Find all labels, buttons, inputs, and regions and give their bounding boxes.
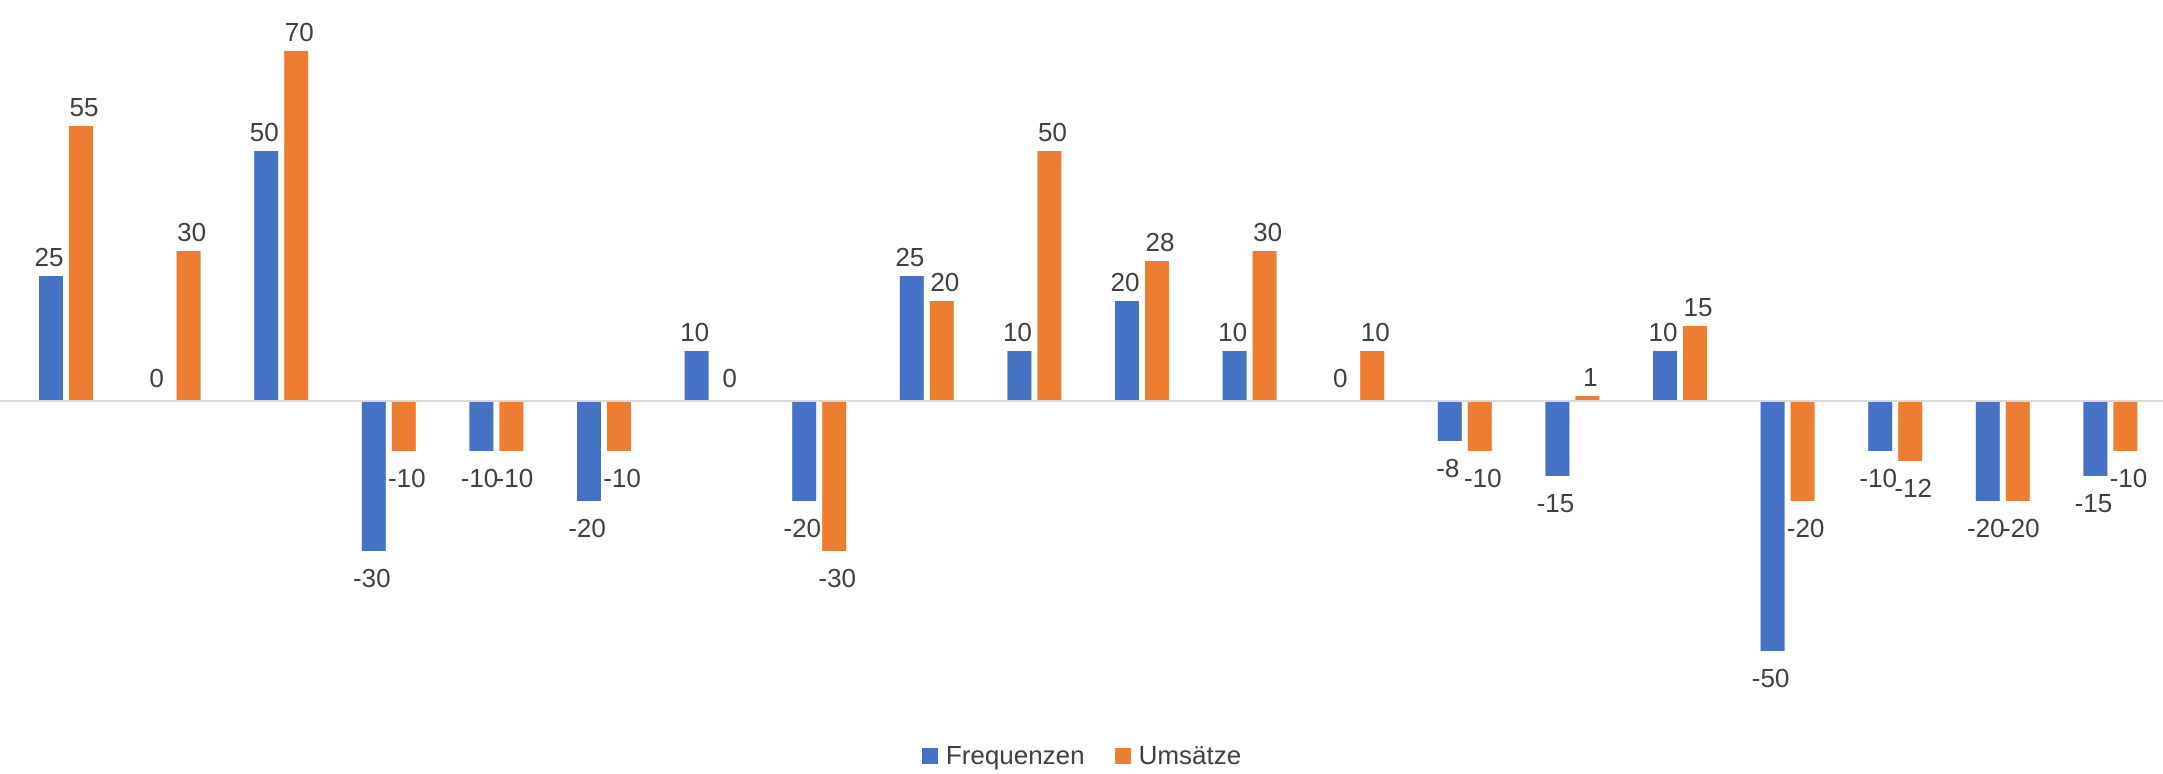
bar-frequenzen-7 [792,401,817,501]
bar-umsaetze-2 [284,51,309,401]
bar-frequenzen-6 [684,351,709,401]
bar-umsaetze-7 [822,401,847,551]
data-label-umsaetze-2: 70 [285,17,314,47]
bar-umsaetze-13 [1467,401,1492,451]
data-label-umsaetze-14: 1 [1583,362,1597,392]
data-label-umsaetze-15: 15 [1684,292,1713,322]
bar-umsaetze-16 [1790,401,1815,501]
data-label-frequenzen-19: -15 [2075,488,2113,518]
data-label-frequenzen-6: 10 [680,317,709,347]
bar-umsaetze-8 [929,301,954,401]
bar-umsaetze-10 [1145,261,1169,401]
data-label-frequenzen-1: 0 [149,363,163,393]
data-label-frequenzen-10: 20 [1111,267,1140,297]
bar-umsaetze-4 [499,401,524,451]
bar-umsaetze-15 [1683,326,1707,401]
data-label-frequenzen-9: 10 [1003,317,1032,347]
data-label-frequenzen-16: -50 [1752,663,1790,693]
data-label-umsaetze-19: -10 [2110,463,2148,493]
data-label-frequenzen-13: -8 [1436,453,1459,483]
legend-item-umsaetze[interactable]: Umsätze [1114,740,1242,771]
data-label-umsaetze-11: 30 [1253,217,1282,247]
data-label-umsaetze-17: -12 [1894,473,1932,503]
bar-frequenzen-13 [1437,401,1462,441]
bar-umsaetze-9 [1037,151,1062,401]
bar-frequenzen-4 [469,401,494,451]
bars-group [39,51,2138,651]
bar-frequenzen-0 [39,276,63,401]
data-label-frequenzen-8: 25 [895,242,924,272]
data-label-frequenzen-7: -20 [783,513,821,543]
data-label-umsaetze-5: -10 [603,463,641,493]
data-label-umsaetze-3: -10 [388,463,426,493]
legend-swatch-umsaetze [1114,747,1131,764]
data-label-frequenzen-14: -15 [1537,488,1575,518]
bar-frequenzen-11 [1222,351,1247,401]
bar-umsaetze-3 [391,401,416,451]
bar-umsaetze-12 [1360,351,1385,401]
data-label-frequenzen-0: 25 [35,242,64,272]
legend-label-frequenzen: Frequenzen [945,740,1085,770]
bar-frequenzen-10 [1115,301,1139,401]
bar-frequenzen-5 [577,401,601,501]
bar-frequenzen-18 [1975,401,2000,501]
bar-frequenzen-17 [1868,401,1893,451]
legend-label-umsaetze: Umsätze [1138,740,1242,770]
bar-umsaetze-19 [2113,401,2138,451]
data-label-umsaetze-0: 55 [70,92,99,122]
legend-item-frequenzen[interactable]: Frequenzen [921,740,1085,771]
legend: Frequenzen Umsätze [0,740,2163,771]
data-label-frequenzen-5: -20 [568,513,606,543]
bar-frequenzen-19 [2083,401,2108,476]
bar-frequenzen-3 [361,401,386,551]
bar-umsaetze-14 [1575,396,1600,401]
data-label-frequenzen-15: 10 [1649,317,1678,347]
data-label-umsaetze-1: 30 [177,217,206,247]
bar-umsaetze-11 [1252,251,1277,401]
bar-frequenzen-2 [254,151,279,401]
data-label-umsaetze-16: -20 [1787,513,1825,543]
data-label-frequenzen-2: 50 [250,117,279,147]
legend-swatch-frequenzen [921,747,938,764]
data-label-frequenzen-12: 0 [1333,363,1347,393]
bar-umsaetze-0 [69,126,93,401]
data-label-frequenzen-17: -10 [1859,463,1897,493]
bar-umsaetze-18 [2005,401,2030,501]
bar-umsaetze-5 [607,401,631,451]
data-label-umsaetze-10: 28 [1146,227,1175,257]
data-label-umsaetze-7: -30 [818,563,856,593]
bar-frequenzen-16 [1760,401,1785,651]
data-label-umsaetze-18: -20 [2002,513,2040,543]
data-label-umsaetze-4: -10 [496,463,534,493]
bar-umsaetze-17 [1898,401,1923,461]
bar-frequenzen-15 [1653,351,1677,401]
bar-frequenzen-9 [1007,351,1032,401]
bar-frequenzen-8 [899,276,924,401]
bar-umsaetze-1 [176,251,201,401]
bar-frequenzen-14 [1545,401,1570,476]
data-label-frequenzen-4: -10 [461,463,499,493]
data-label-umsaetze-9: 50 [1038,117,1067,147]
data-label-umsaetze-12: 10 [1361,317,1390,347]
data-label-umsaetze-13: -10 [1464,463,1502,493]
data-label-frequenzen-18: -20 [1967,513,2005,543]
data-label-umsaetze-6: 0 [722,363,736,393]
data-label-frequenzen-3: -30 [353,563,391,593]
data-label-umsaetze-8: 20 [930,267,959,297]
data-label-frequenzen-11: 10 [1218,317,1247,347]
